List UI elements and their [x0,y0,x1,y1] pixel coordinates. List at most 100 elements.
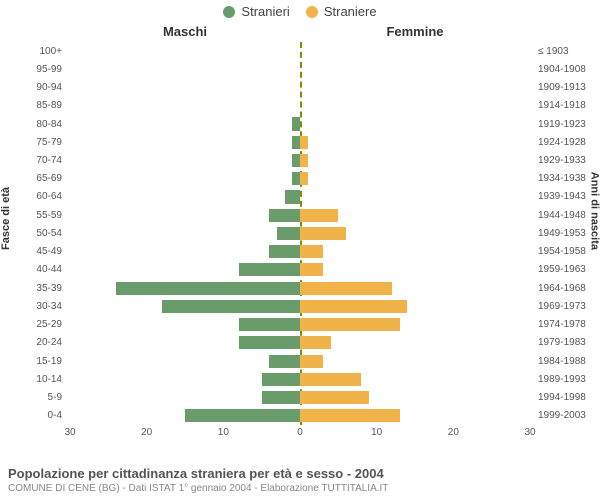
bar-female [300,227,346,240]
bar-male [292,154,300,167]
bar-male [269,209,300,222]
y-label-birth: 1949-1953 [534,224,600,242]
y-label-age: 5-9 [0,388,66,406]
bar-male [285,190,300,203]
y-label-age: 70-74 [0,151,66,169]
bar-male [162,300,300,313]
bar-male [292,172,300,185]
y-label-birth: 1989-1993 [534,370,600,388]
bar-male [262,391,300,404]
legend-item-female: Straniere [306,4,377,19]
bar-row [70,224,530,242]
legend-swatch-female [306,6,318,18]
bar-male [239,318,300,331]
bar-female [300,300,407,313]
x-tick: 20 [141,427,152,438]
bar-row [70,243,530,261]
bar-row [70,60,530,78]
bar-female [300,172,308,185]
y-label-birth: ≤ 1903 [534,42,600,60]
legend-item-male: Stranieri [223,4,289,19]
bar-female [300,373,361,386]
y-label-birth: 1999-2003 [534,407,600,425]
y-label-age: 85-89 [0,97,66,115]
bar-row [70,78,530,96]
y-label-age: 75-79 [0,133,66,151]
y-label-birth: 1909-1913 [534,78,600,96]
chart-title: Popolazione per cittadinanza straniera p… [8,466,592,481]
bar-female [300,391,369,404]
y-label-birth: 1954-1958 [534,243,600,261]
bar-row [70,388,530,406]
y-label-age: 55-59 [0,206,66,224]
y-label-age: 80-84 [0,115,66,133]
bar-row [70,279,530,297]
bar-male [269,245,300,258]
bar-female [300,136,308,149]
bar-row [70,407,530,425]
bar-row [70,334,530,352]
y-label-age: 45-49 [0,243,66,261]
legend-label-female: Straniere [324,4,377,19]
y-label-birth: 1964-1968 [534,279,600,297]
chart-subtitle: COMUNE DI CENE (BG) - Dati ISTAT 1° genn… [8,483,592,494]
y-label-age: 50-54 [0,224,66,242]
bar-row [70,370,530,388]
bar-row [70,316,530,334]
bar-female [300,263,323,276]
y-label-birth: 1969-1973 [534,297,600,315]
y-label-birth: 1984-1988 [534,352,600,370]
bar-male [239,263,300,276]
y-label-birth: 1979-1983 [534,334,600,352]
y-label-age: 65-69 [0,170,66,188]
bar-male [262,373,300,386]
x-tick: 10 [371,427,382,438]
y-label-age: 100+ [0,42,66,60]
y-label-birth: 1944-1948 [534,206,600,224]
x-tick: 30 [64,427,75,438]
y-labels-birth: ≤ 19031904-19081909-19131914-19181919-19… [534,42,600,425]
y-label-birth: 1939-1943 [534,188,600,206]
bar-female [300,209,338,222]
x-tick: 20 [448,427,459,438]
y-label-birth: 1919-1923 [534,115,600,133]
bar-row [70,133,530,151]
y-label-age: 30-34 [0,297,66,315]
y-label-birth: 1934-1938 [534,170,600,188]
bar-row [70,115,530,133]
bar-row [70,297,530,315]
bar-female [300,336,331,349]
column-titles: Maschi Femmine [70,24,530,39]
legend-label-male: Stranieri [241,4,289,19]
bar-row [70,170,530,188]
x-tick: 10 [218,427,229,438]
bar-female [300,318,400,331]
bar-row [70,97,530,115]
bar-row [70,42,530,60]
bar-female [300,154,308,167]
y-label-birth: 1904-1908 [534,60,600,78]
y-label-age: 40-44 [0,261,66,279]
x-axis: 3020100102030 [70,427,530,445]
bar-row [70,151,530,169]
column-title-left: Maschi [70,24,300,39]
y-label-age: 0-4 [0,407,66,425]
y-label-birth: 1914-1918 [534,97,600,115]
bar-male [292,117,300,130]
bar-male [292,136,300,149]
y-label-birth: 1929-1933 [534,151,600,169]
bar-rows [70,42,530,425]
title-block: Popolazione per cittadinanza straniera p… [8,466,592,494]
chart-container: Stranieri Straniere Maschi Femmine Fasce… [0,0,600,500]
column-title-right: Femmine [300,24,530,39]
bar-female [300,355,323,368]
y-label-birth: 1959-1963 [534,261,600,279]
bar-male [269,355,300,368]
y-labels-age: 100+95-9990-9485-8980-8475-7970-7465-696… [0,42,66,425]
bar-male [116,282,300,295]
x-tick: 0 [297,427,303,438]
bar-female [300,282,392,295]
bar-male [277,227,300,240]
y-label-birth: 1974-1978 [534,316,600,334]
y-label-age: 25-29 [0,316,66,334]
